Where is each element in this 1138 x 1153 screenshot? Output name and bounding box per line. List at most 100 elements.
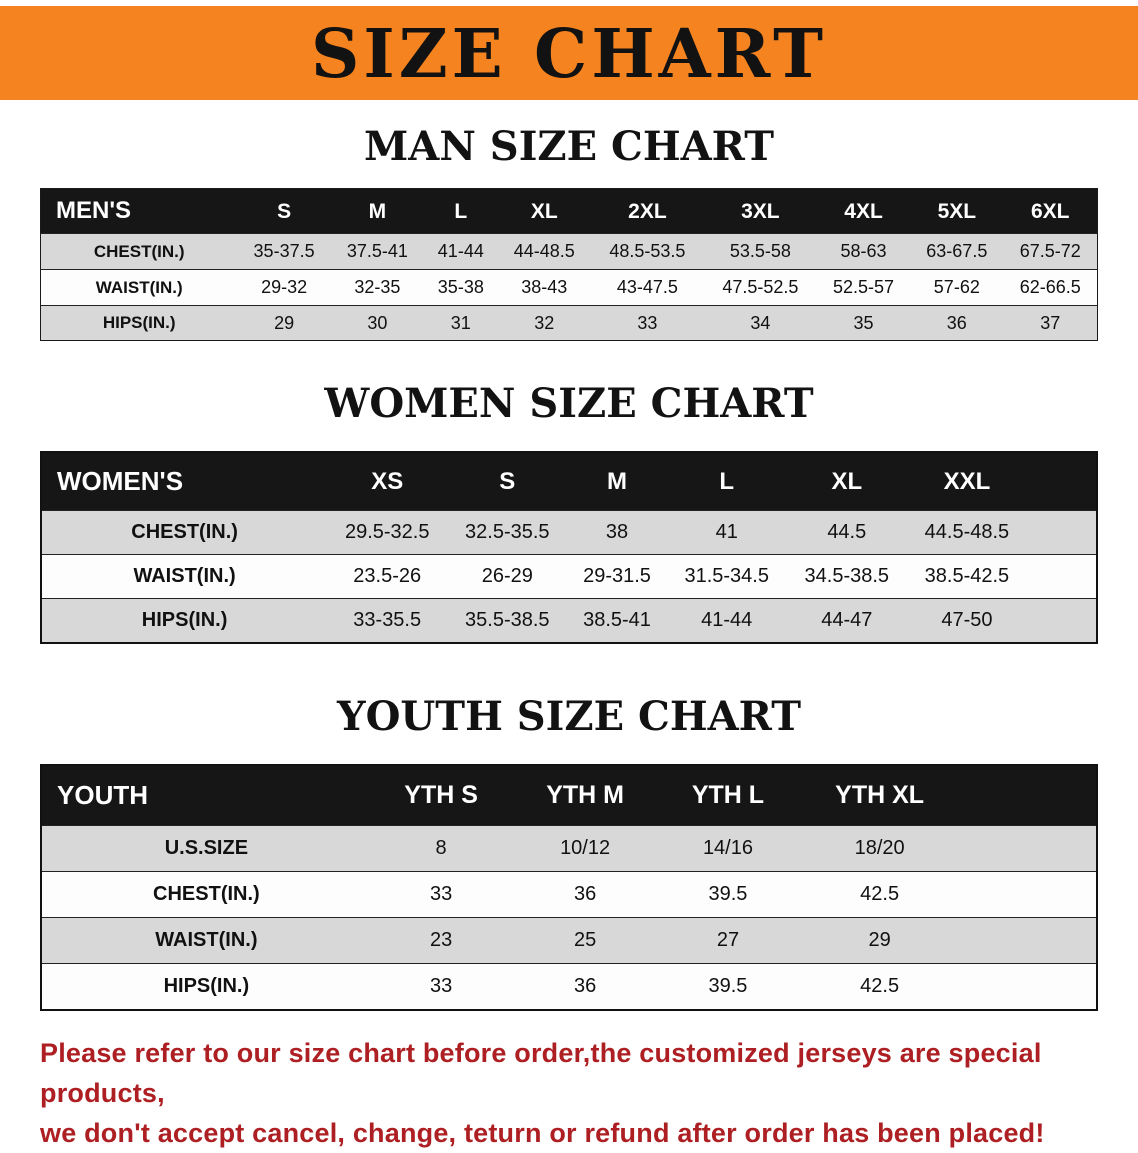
measurement-value: 29-32	[237, 269, 331, 306]
measurement-value: 33	[370, 870, 512, 918]
measurement-value: 33	[590, 304, 704, 341]
measurement-value: 32.5-35.5	[447, 510, 568, 555]
measurement-row: HIPS(IN.) 29 30 31 32 33 34 35 36 37	[40, 304, 1098, 341]
size-column-header: YTH S	[370, 765, 512, 826]
measurement-value: 34.5-38.5	[786, 554, 907, 599]
disclaimer-line-1: Please refer to our size chart before or…	[40, 1037, 1042, 1108]
disclaimer-line-2: we don't accept cancel, change, teturn o…	[40, 1117, 1045, 1148]
filler-cell	[1027, 510, 1097, 555]
measurement-value: 29	[797, 916, 962, 964]
table-header-row: WOMEN'S XS S M L XL XXL	[41, 452, 1097, 511]
filler-cell	[962, 765, 1097, 826]
men-size-section: MAN SIZE CHART MEN'S S M L XL 2XL 3XL 4XL 5XL 6XL…	[0, 126, 1138, 342]
measurement-value: 33	[370, 962, 512, 1010]
size-column-header: YTH M	[511, 765, 659, 826]
measurement-row: CHEST(IN.) 29.5-32.5 32.5-35.5 38 41 44.5 44.5…	[41, 510, 1097, 555]
measurement-value: 35-38	[424, 269, 498, 306]
banner: SIZE CHART	[0, 6, 1138, 100]
table-corner-header: WOMEN'S	[41, 452, 328, 511]
measurement-value: 44.5-48.5	[906, 510, 1027, 555]
size-column-header: 3XL	[703, 188, 817, 234]
table-corner-header: MEN'S	[40, 188, 238, 234]
measurement-value: 32-35	[330, 269, 425, 306]
filler-cell	[962, 916, 1097, 964]
measurement-value: 42.5	[797, 962, 962, 1010]
measurement-value: 41	[666, 510, 787, 555]
measurement-value: 47-50	[906, 598, 1027, 644]
measurement-value: 29-31.5	[567, 554, 667, 599]
measurement-value: 29.5-32.5	[327, 510, 448, 555]
measurement-value: 10/12	[511, 824, 659, 872]
measurement-value: 67.5-72	[1003, 233, 1098, 270]
measurement-value: 34	[703, 304, 817, 341]
measurement-value: 35.5-38.5	[447, 598, 568, 644]
disclaimer-note: Please refer to our size chart before or…	[40, 1033, 1102, 1153]
measurement-label: U.S.SIZE	[41, 824, 371, 872]
size-column-header: YTH L	[658, 765, 798, 826]
measurement-value: 27	[658, 916, 798, 964]
measurement-row: CHEST(IN.) 33 36 39.5 42.5	[41, 870, 1097, 918]
measurement-value: 58-63	[816, 233, 911, 270]
measurement-value: 39.5	[658, 962, 798, 1010]
measurement-value: 18/20	[797, 824, 962, 872]
size-column-header: XL	[786, 452, 907, 511]
youth-section-heading: YOUTH SIZE CHART	[337, 693, 801, 741]
measurement-value: 25	[511, 916, 659, 964]
measurement-value: 8	[370, 824, 512, 872]
measurement-row: HIPS(IN.) 33 36 39.5 42.5	[41, 962, 1097, 1010]
measurement-value: 38.5-41	[567, 598, 667, 644]
filler-cell	[1027, 452, 1097, 511]
women-size-table: WOMEN'S XS S M L XL XXL CHEST(IN.) 29.5-32.5 32.5…	[40, 451, 1098, 645]
measurement-value: 38	[567, 510, 667, 555]
measurement-row: HIPS(IN.) 33-35.5 35.5-38.5 38.5-41 41-44 44-…	[41, 598, 1097, 644]
table-header-row: YOUTH YTH S YTH M YTH L YTH XL	[41, 765, 1097, 826]
measurement-value: 41-44	[424, 233, 498, 270]
size-column-header: S	[447, 452, 568, 511]
size-chart-page: SIZE CHART MAN SIZE CHART MEN'S S M L XL 2XL 3…	[0, 6, 1138, 1153]
youth-size-table: YOUTH YTH S YTH M YTH L YTH XL U.S.SIZE 8 10/12…	[40, 764, 1098, 1011]
measurement-value: 47.5-52.5	[703, 269, 817, 306]
measurement-value: 42.5	[797, 870, 962, 918]
measurement-value: 35-37.5	[237, 233, 331, 270]
measurement-value: 57-62	[910, 269, 1004, 306]
women-size-section: WOMEN SIZE CHART WOMEN'S XS S M L XL XXL CHEST(…	[0, 380, 1138, 645]
measurement-value: 32	[497, 304, 591, 341]
size-column-header: XXL	[906, 452, 1027, 511]
size-column-header: L	[424, 188, 498, 234]
measurement-value: 31	[424, 304, 498, 341]
measurement-value: 26-29	[447, 554, 568, 599]
size-column-header: S	[237, 188, 331, 234]
measurement-value: 62-66.5	[1003, 269, 1098, 306]
measurement-value: 48.5-53.5	[590, 233, 704, 270]
measurement-label: WAIST(IN.)	[41, 554, 328, 599]
measurement-label: CHEST(IN.)	[41, 870, 371, 918]
filler-cell	[962, 962, 1097, 1010]
measurement-label: HIPS(IN.)	[40, 304, 238, 341]
table-corner-header: YOUTH	[41, 765, 371, 826]
filler-cell	[962, 870, 1097, 918]
measurement-value: 35	[816, 304, 911, 341]
measurement-value: 23	[370, 916, 512, 964]
measurement-value: 39.5	[658, 870, 798, 918]
filler-cell	[1027, 598, 1097, 644]
measurement-value: 44-48.5	[497, 233, 591, 270]
measurement-value: 33-35.5	[327, 598, 448, 644]
measurement-value: 38-43	[497, 269, 591, 306]
page-title: SIZE CHART	[310, 13, 827, 93]
size-column-header: YTH XL	[797, 765, 962, 826]
measurement-row: WAIST(IN.) 23.5-26 26-29 29-31.5 31.5-34.5 34…	[41, 554, 1097, 599]
size-column-header: XL	[497, 188, 591, 234]
size-column-header: XS	[327, 452, 448, 511]
size-column-header: 4XL	[816, 188, 911, 234]
measurement-value: 44.5	[786, 510, 907, 555]
size-column-header: L	[666, 452, 787, 511]
measurement-value: 44-47	[786, 598, 907, 644]
measurement-label: HIPS(IN.)	[41, 962, 371, 1010]
measurement-value: 37.5-41	[330, 233, 425, 270]
measurement-value: 36	[910, 304, 1004, 341]
filler-cell	[1027, 554, 1097, 599]
measurement-label: CHEST(IN.)	[41, 510, 328, 555]
measurement-label: WAIST(IN.)	[41, 916, 371, 964]
women-section-heading: WOMEN SIZE CHART	[324, 380, 814, 428]
size-column-header: 5XL	[910, 188, 1004, 234]
